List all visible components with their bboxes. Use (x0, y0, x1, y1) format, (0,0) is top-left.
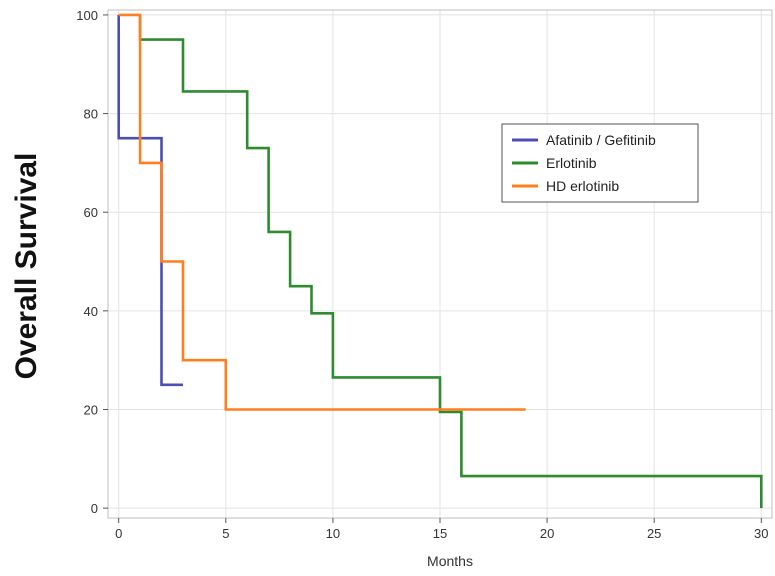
legend-items: Afatinib / Gefitinib Erlotinib HD erlotini… (512, 132, 656, 194)
series-line-hd-erlotinib (118, 13, 526, 411)
series-line-erlotinib (138, 14, 763, 509)
legend-label: Afatinib / Gefitinib (546, 132, 656, 148)
y-tick-label: 60 (84, 205, 98, 220)
x-tick-label: 5 (222, 526, 229, 541)
x-tick-label: 20 (540, 526, 554, 541)
x-tick-label: 25 (647, 526, 661, 541)
series-line-afatinib-gefitinib (117, 14, 183, 387)
grid-layer (108, 10, 772, 518)
legend-label: HD erlotinib (546, 178, 619, 194)
x-tick-label: 0 (115, 526, 122, 541)
x-tick-label: 10 (326, 526, 340, 541)
x-tick-label: 30 (754, 526, 768, 541)
x-tick-label: 15 (433, 526, 447, 541)
y-tick-label: 80 (84, 107, 98, 122)
legend-label: Erlotinib (546, 155, 597, 171)
y-tick-label: 20 (84, 402, 98, 417)
x-axis-title: Months (427, 553, 473, 569)
series-layer (117, 13, 763, 509)
y-tick-label: 0 (91, 501, 98, 516)
y-tick-label: 40 (84, 304, 98, 319)
axes-layer: 0 5 10 15 20 25 30 0 20 40 60 80 100 (76, 8, 768, 541)
y-tick-label: 100 (76, 8, 98, 23)
legend: Afatinib / Gefitinib Erlotinib HD erlotini… (501, 123, 699, 203)
y-axis-title: Overall Survival (10, 153, 43, 380)
